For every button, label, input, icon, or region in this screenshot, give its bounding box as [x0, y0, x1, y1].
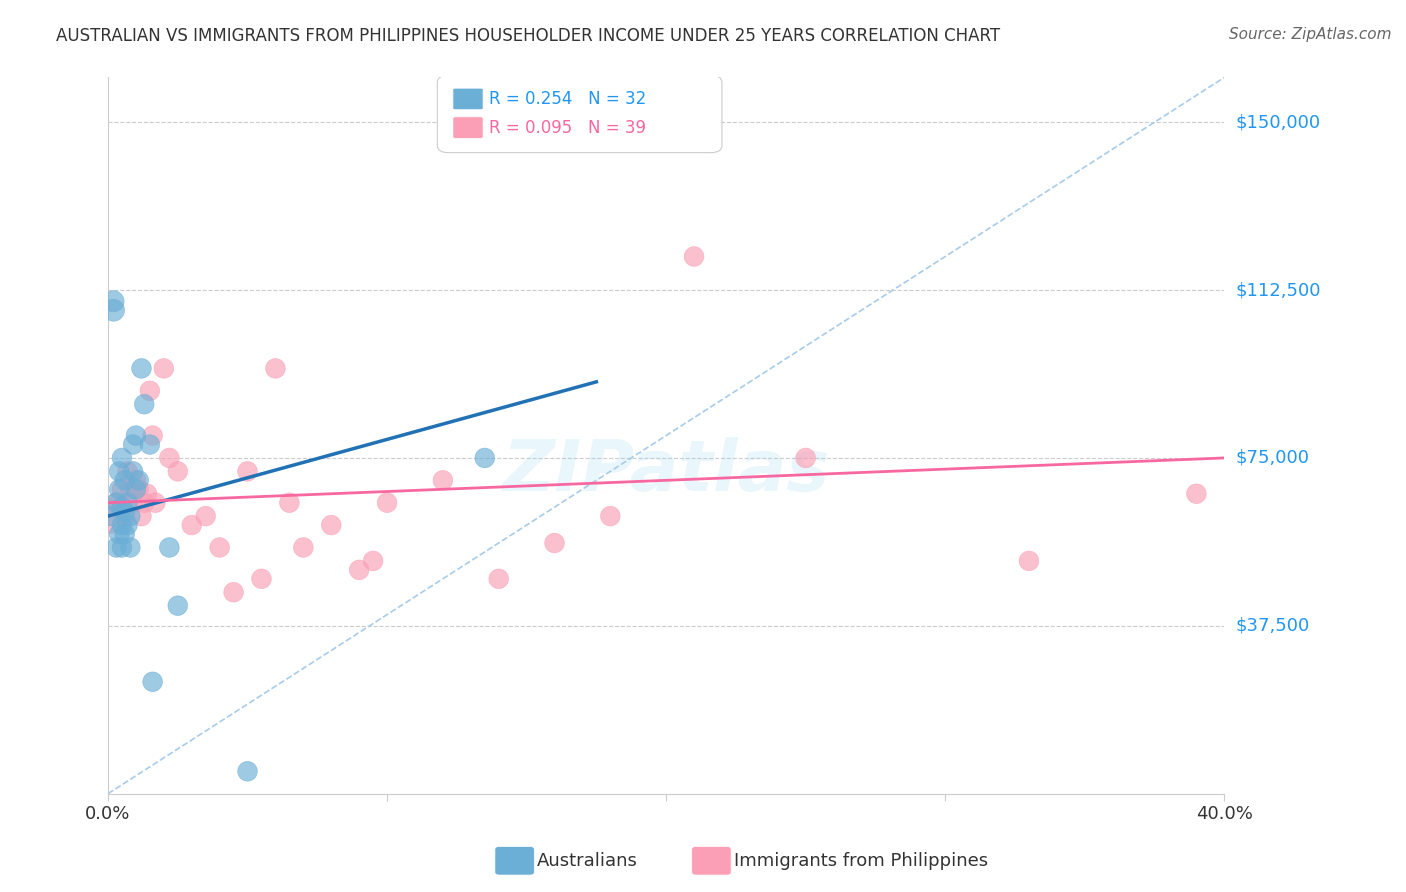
- Point: [128, 483, 150, 497]
- Point: [599, 509, 621, 524]
- Point: [166, 464, 188, 478]
- Point: [278, 496, 301, 510]
- Point: [139, 437, 162, 451]
- Point: [134, 397, 156, 411]
- Point: [347, 563, 370, 577]
- Point: [114, 509, 136, 524]
- Point: [120, 509, 142, 524]
- Point: [157, 450, 180, 465]
- Point: [114, 473, 136, 487]
- Point: [131, 509, 153, 524]
- Point: [122, 464, 145, 478]
- Point: [134, 496, 156, 510]
- Point: [103, 294, 125, 309]
- Point: [488, 572, 510, 586]
- Text: ZIPatlas: ZIPatlas: [502, 437, 830, 506]
- Text: $112,500: $112,500: [1236, 281, 1322, 299]
- Point: [142, 428, 165, 442]
- Point: [125, 428, 148, 442]
- Point: [108, 483, 131, 497]
- Text: $150,000: $150,000: [1236, 113, 1320, 131]
- Point: [100, 509, 122, 524]
- Point: [236, 764, 259, 779]
- Point: [108, 527, 131, 541]
- Point: [432, 473, 454, 487]
- Point: [474, 450, 496, 465]
- Point: [125, 473, 148, 487]
- Point: [131, 361, 153, 376]
- Point: [105, 496, 128, 510]
- Point: [321, 518, 343, 533]
- Point: [117, 464, 139, 478]
- Point: [122, 437, 145, 451]
- FancyBboxPatch shape: [437, 75, 721, 153]
- Point: [139, 384, 162, 398]
- Point: [105, 496, 128, 510]
- Point: [100, 509, 122, 524]
- Point: [145, 496, 167, 510]
- Point: [683, 250, 706, 264]
- Point: [194, 509, 217, 524]
- Point: [157, 541, 180, 555]
- Point: [1018, 554, 1040, 568]
- Point: [120, 483, 142, 497]
- Point: [236, 464, 259, 478]
- Point: [120, 541, 142, 555]
- Point: [108, 464, 131, 478]
- Text: Source: ZipAtlas.com: Source: ZipAtlas.com: [1229, 27, 1392, 42]
- Point: [128, 473, 150, 487]
- Point: [111, 541, 134, 555]
- Point: [180, 518, 202, 533]
- FancyBboxPatch shape: [453, 117, 484, 138]
- Point: [375, 496, 398, 510]
- Point: [111, 500, 134, 515]
- Point: [103, 303, 125, 318]
- Point: [250, 572, 273, 586]
- FancyBboxPatch shape: [453, 88, 484, 110]
- Point: [117, 518, 139, 533]
- Text: R = 0.254   N = 32: R = 0.254 N = 32: [489, 90, 645, 108]
- Point: [1185, 487, 1208, 501]
- Point: [361, 554, 384, 568]
- Point: [136, 487, 159, 501]
- Point: [111, 483, 134, 497]
- Point: [153, 361, 176, 376]
- Point: [114, 527, 136, 541]
- Point: [142, 674, 165, 689]
- Point: [117, 496, 139, 510]
- Point: [122, 496, 145, 510]
- Text: AUSTRALIAN VS IMMIGRANTS FROM PHILIPPINES HOUSEHOLDER INCOME UNDER 25 YEARS CORR: AUSTRALIAN VS IMMIGRANTS FROM PHILIPPINE…: [56, 27, 1000, 45]
- Text: Australians: Australians: [537, 852, 638, 870]
- Point: [111, 450, 134, 465]
- Text: $37,500: $37,500: [1236, 616, 1310, 635]
- Point: [543, 536, 565, 550]
- Point: [105, 541, 128, 555]
- Point: [125, 483, 148, 497]
- Point: [222, 585, 245, 599]
- Point: [794, 450, 817, 465]
- Text: Immigrants from Philippines: Immigrants from Philippines: [734, 852, 988, 870]
- Point: [166, 599, 188, 613]
- Text: $75,000: $75,000: [1236, 449, 1309, 467]
- Point: [114, 505, 136, 519]
- Point: [208, 541, 231, 555]
- Point: [264, 361, 287, 376]
- Text: R = 0.095   N = 39: R = 0.095 N = 39: [489, 119, 645, 136]
- Point: [292, 541, 315, 555]
- Point: [111, 518, 134, 533]
